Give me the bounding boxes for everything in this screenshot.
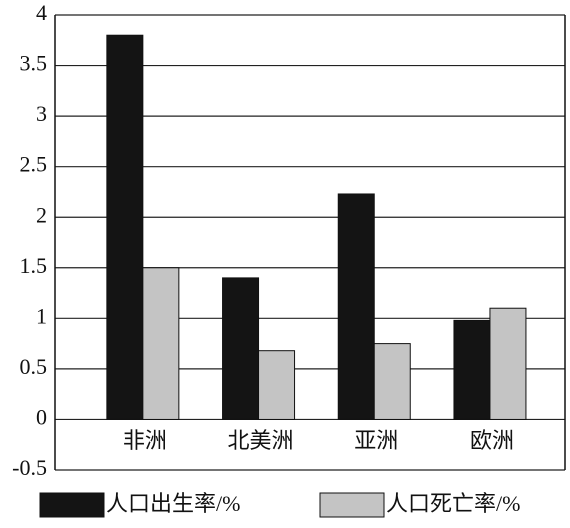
legend-label: 人口死亡率/% <box>386 491 520 516</box>
x-tick-label: 亚洲 <box>354 428 398 453</box>
y-tick-label: 3.5 <box>20 51 48 76</box>
y-tick-label: 0.5 <box>20 354 48 379</box>
bar <box>489 307 527 420</box>
legend-swatch <box>39 492 105 518</box>
y-tick-label: -0.5 <box>12 455 47 480</box>
bar <box>142 267 180 420</box>
bar <box>222 277 260 420</box>
y-tick-label: 2.5 <box>20 152 48 177</box>
bar <box>258 350 296 420</box>
legend-label: 人口出生率/% <box>106 491 240 516</box>
x-tick-label: 北美洲 <box>228 428 294 453</box>
y-tick-label: 0 <box>36 404 47 429</box>
x-tick-label: 欧洲 <box>470 428 514 453</box>
x-tick-label: 非洲 <box>123 428 167 453</box>
y-tick-label: 3 <box>36 101 47 126</box>
y-tick-label: 4 <box>36 0 47 25</box>
bar <box>453 319 491 420</box>
y-tick-label: 1 <box>36 303 47 328</box>
y-tick-label: 2 <box>36 202 47 227</box>
y-tick-label: 1.5 <box>20 253 48 278</box>
bar <box>373 343 411 420</box>
legend-swatch <box>319 492 385 518</box>
bar <box>106 34 144 420</box>
bar <box>337 193 375 420</box>
